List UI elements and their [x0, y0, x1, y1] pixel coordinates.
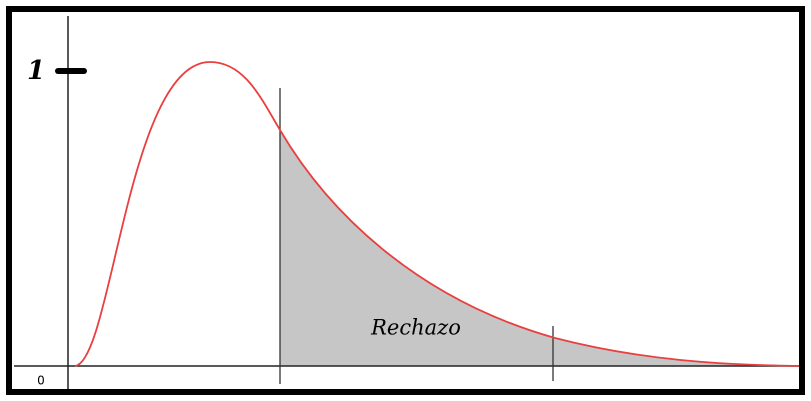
density-curve: [74, 61, 801, 367]
region-label: Rechazo: [370, 316, 461, 340]
frame: [6, 6, 805, 395]
rejection-area: [280, 130, 800, 366]
y-label: 1: [27, 56, 45, 86]
origin-label: 0: [37, 374, 45, 388]
